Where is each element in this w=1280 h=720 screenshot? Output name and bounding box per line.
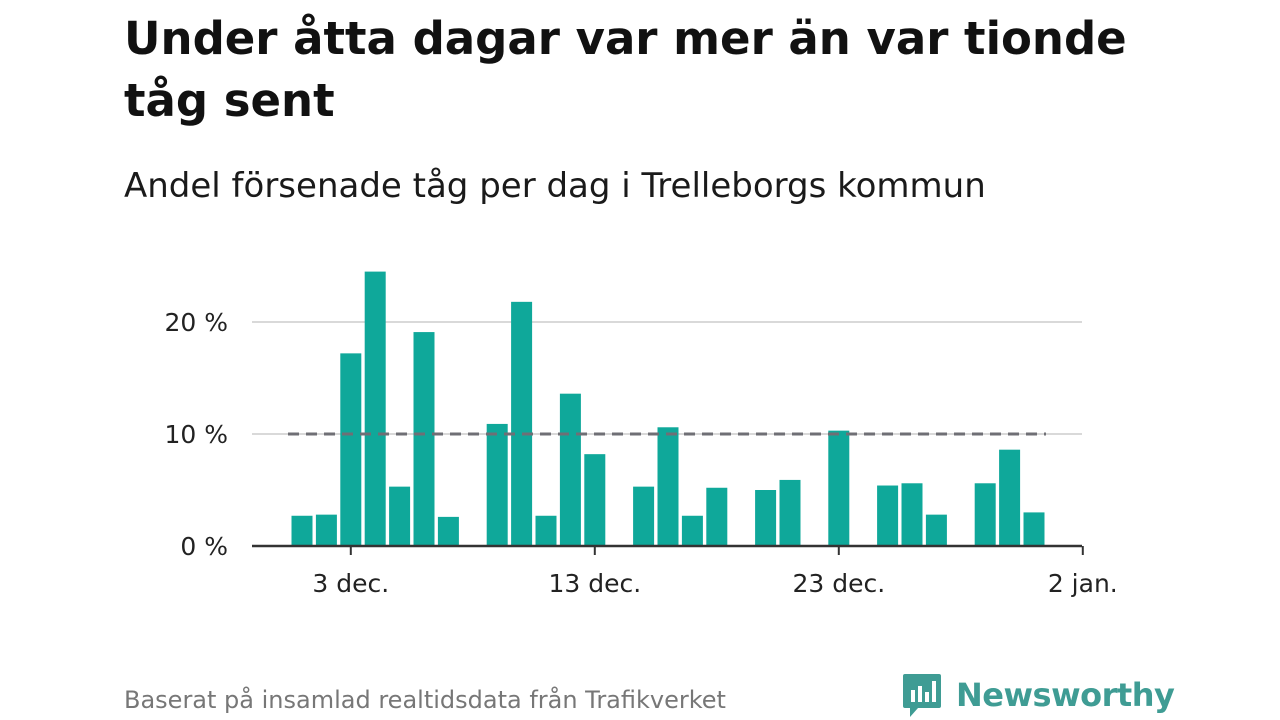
bar	[584, 454, 606, 546]
bar	[535, 515, 557, 546]
bar	[706, 487, 728, 546]
bar	[901, 483, 923, 546]
bar	[340, 353, 362, 546]
y-tick-label: 0 %	[180, 532, 228, 561]
brand-logo: Newsworthy	[902, 672, 1175, 718]
bar	[315, 514, 337, 546]
bar	[999, 449, 1021, 546]
bar	[511, 301, 533, 546]
source-note: Baserat på insamlad realtidsdata från Tr…	[124, 686, 726, 714]
x-tick-label: 3 dec.	[312, 569, 389, 598]
newsworthy-logo-icon	[903, 674, 941, 717]
bar	[755, 490, 777, 546]
x-axis: 3 dec. 13 dec. 23 dec. 2 jan.	[252, 544, 1118, 598]
y-tick-label: 20 %	[164, 308, 228, 337]
bar	[828, 430, 850, 546]
bar	[925, 514, 947, 546]
bar	[291, 515, 313, 546]
bar	[633, 486, 655, 546]
bar	[974, 483, 996, 546]
bar	[413, 332, 435, 546]
bar	[779, 479, 801, 546]
bar	[877, 485, 899, 546]
bar	[681, 515, 703, 546]
bar-chart: 3 dec. 13 dec. 23 dec. 2 jan. 0 % 10 % 20 %	[164, 271, 1118, 598]
x-tick-label: 2 jan.	[1048, 569, 1118, 598]
bar	[1023, 512, 1045, 546]
y-axis-labels: 0 % 10 % 20 %	[164, 308, 228, 561]
brand-name: Newsworthy	[956, 676, 1175, 714]
chart-title: Under åtta dagar var mer än var tionde t…	[124, 12, 1127, 127]
chart-subtitle: Andel försenade tåg per dag i Trelleborg…	[124, 166, 986, 206]
x-tick-label: 23 dec.	[792, 569, 885, 598]
bar	[364, 271, 386, 546]
y-tick-label: 10 %	[164, 420, 228, 449]
x-tick-label: 13 dec.	[548, 569, 641, 598]
bar	[486, 423, 508, 546]
bar	[389, 486, 411, 546]
bar	[657, 427, 679, 546]
bar	[437, 516, 459, 546]
bar	[559, 393, 581, 546]
bars	[291, 271, 1045, 546]
